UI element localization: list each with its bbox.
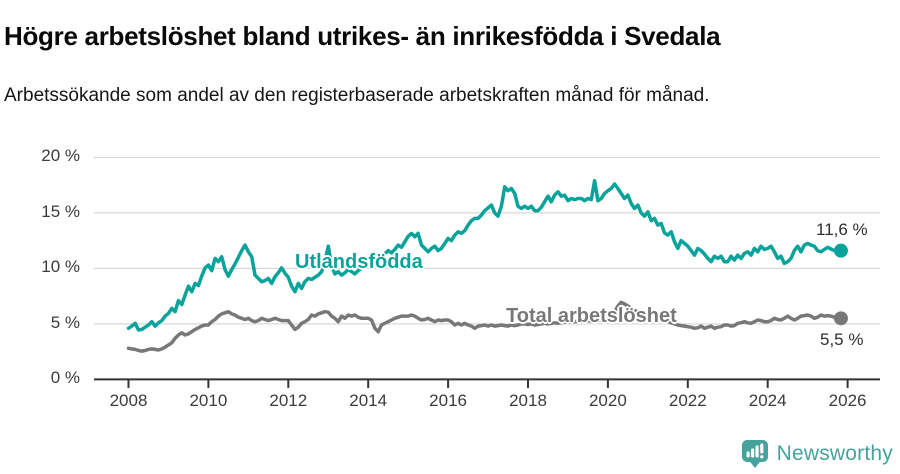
y-tick-label: 15 % (41, 201, 80, 221)
y-tick-label: 0 % (50, 368, 80, 388)
newsworthy-logo: Newsworthy (740, 438, 893, 469)
chart-title: Högre arbetslöshet bland utrikes- än inr… (4, 21, 721, 52)
x-tick-label: 2022 (668, 391, 707, 410)
x-tick-label: 2010 (189, 391, 228, 410)
x-tick-label: 2016 (429, 391, 467, 410)
x-tick-label: 2024 (748, 391, 787, 410)
end-value-utlandsfodda: 11,6 % (816, 220, 868, 239)
chart-subtitle: Arbetssökande som andel av den registerb… (4, 85, 710, 106)
x-tick-label: 2020 (588, 391, 627, 410)
x-tick-label: 2018 (509, 391, 547, 410)
end-value-total-arbetsloshet: 5,5 % (820, 330, 864, 349)
series-label-utlandsfodda: Utlandsfödda (295, 251, 423, 273)
y-tick-label: 10 % (41, 257, 80, 277)
series-label-total-arbetsloshet: Total arbetslöshet (506, 305, 677, 327)
y-tick-label: 20 % (41, 146, 80, 166)
x-tick-label: 2026 (828, 391, 867, 410)
x-tick-label: 2014 (349, 391, 388, 410)
x-tick-label: 2012 (269, 391, 308, 410)
x-tick-label: 2008 (109, 391, 148, 410)
y-tick-label: 5 % (50, 312, 80, 332)
newsworthy-icon (741, 440, 768, 468)
newsworthy-wordmark: Newsworthy (776, 441, 893, 465)
